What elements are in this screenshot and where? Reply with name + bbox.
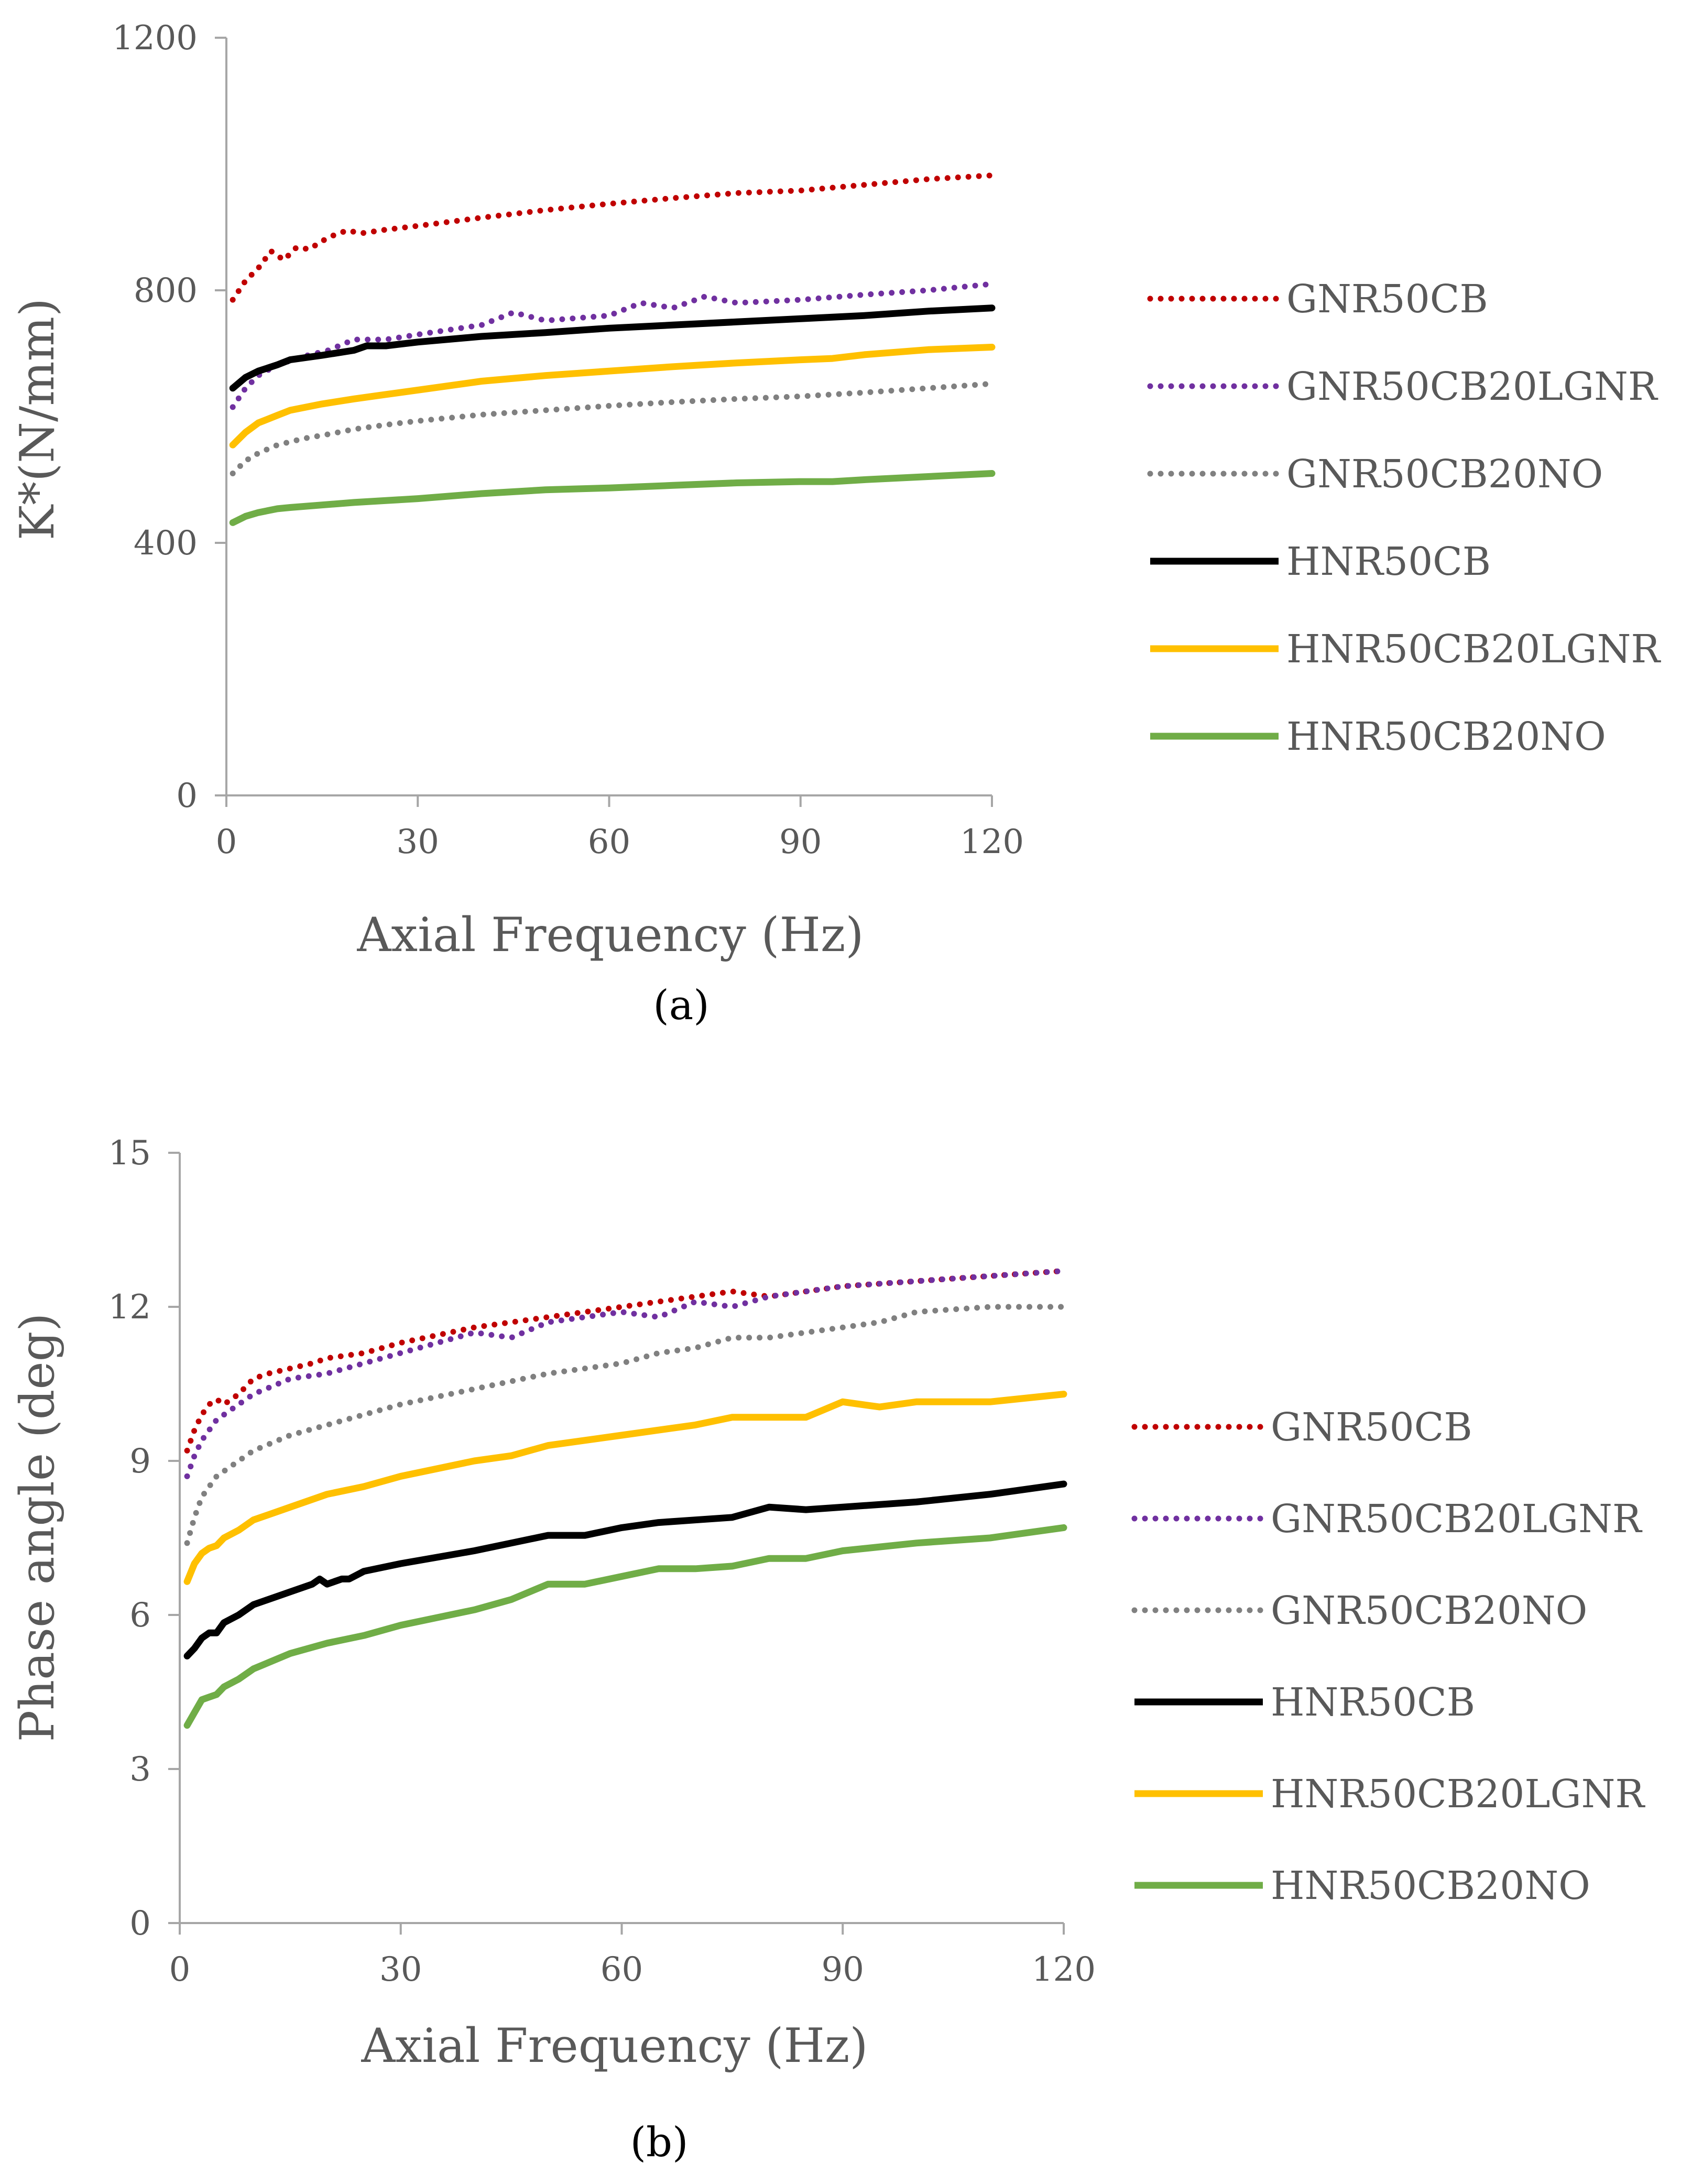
chart-b-legend-label-hnr50cb20lgnr: HNR50CB20LGNR [1271,1772,1645,1817]
chart-a-series-hnr50cb20no [229,470,996,526]
chart-a-series-hnr50cb [229,304,996,392]
chart-a-x-tick-label: 90 [779,823,822,861]
chart-a-legend-label-gnr50cb20no: GNR50CB20NO [1286,452,1603,497]
chart-b-x-tick-label: 30 [379,1950,422,1989]
chart-b-y-tick-label: 6 [129,1596,151,1635]
chart-b-x-tick-label: 60 [601,1950,643,1989]
chart-a-x-axis-label: Axial Frequency (Hz) [356,908,864,963]
chart-b-y-tick-label: 15 [108,1134,151,1173]
chart-b-series-gnr50cb20no [184,1304,1067,1546]
chart-a-series-gnr50cb20no [230,380,995,476]
chart-b-series-gnr50cb20lgnr [184,1268,1067,1479]
chart-b-series-hnr50cb20lgnr [183,1391,1067,1585]
chart-a: 0 400 800 1200 0 30 60 90 120 Axial Frequency (H… [10,19,1661,1029]
chart-a-panel-label: (a) [653,982,709,1029]
chart-a-legend-label-gnr50cb: GNR50CB [1286,277,1488,322]
chart-a-x-tick-label: 0 [216,823,237,861]
chart-b-x-tick-label: 120 [1032,1950,1096,1989]
chart-a-ticks: 0 400 800 1200 0 30 60 90 120 [112,19,1024,861]
chart-a-x-tick-label: 120 [960,823,1024,861]
chart-b-series [183,1268,1067,1729]
chart-a-series-gnr50cb20lgnr [230,281,995,410]
chart-a-series-hnr50cb20lgnr [229,344,996,449]
chart-b-legend-label-hnr50cb: HNR50CB [1271,1680,1475,1725]
chart-b-x-tick-label: 90 [822,1950,864,1989]
chart-b-legend: GNR50CB GNR50CB20LGNR GNR50CB20NO HNR50CB HN… [1131,1405,1645,1908]
chart-a-y-tick-label: 1200 [112,19,198,58]
chart-a-series [229,172,996,526]
chart-b-panel-label: (b) [630,2119,689,2166]
chart-a-y-tick-label: 800 [134,271,198,310]
chart-a-series-gnr50cb [230,172,995,303]
chart-a-y-tick-label: 0 [176,777,198,815]
chart-b-legend-label-gnr50cb20no: GNR50CB20NO [1271,1588,1587,1633]
chart-a-legend-label-hnr50cb20lgnr: HNR50CB20LGNR [1286,627,1661,672]
chart-a-x-tick-label: 60 [588,823,630,861]
chart-b-y-tick-label: 3 [129,1750,151,1789]
chart-b-x-axis-label: Axial Frequency (Hz) [361,2018,868,2073]
chart-b-legend-label-gnr50cb20lgnr: GNR50CB20LGNR [1271,1497,1643,1542]
chart-a-x-tick-label: 30 [397,823,439,861]
chart-a-legend-label-gnr50cb20lgnr: GNR50CB20LGNR [1286,364,1658,409]
chart-b-y-axis-label: Phase angle (deg) [10,1313,65,1742]
chart-a-y-tick-label: 400 [134,524,198,563]
chart-b-y-tick-label: 12 [108,1288,151,1327]
chart-b-series-hnr50cb20no [183,1524,1067,1729]
chart-b-legend-label-hnr50cb20no: HNR50CB20NO [1271,1863,1590,1908]
chart-a-legend-label-hnr50cb20no: HNR50CB20NO [1286,714,1606,759]
chart-a-axes [225,38,992,796]
chart-b-x-tick-label: 0 [169,1950,191,1989]
chart-a-legend-label-hnr50cb: HNR50CB [1286,539,1491,584]
chart-b-y-tick-label: 9 [129,1442,151,1481]
chart-a-y-axis-label: K*(N/mm) [10,298,65,540]
chart-b-series-hnr50cb [183,1480,1067,1659]
chart-a-legend: GNR50CB GNR50CB20LGNR GNR50CB20NO HNR50CB HN… [1147,277,1661,759]
chart-b-y-tick-label: 0 [129,1904,151,1943]
chart-b-axes [179,1153,1064,1924]
chart-b-legend-label-gnr50cb: GNR50CB [1271,1405,1472,1450]
chart-b-ticks: 0 3 6 9 12 15 0 30 60 90 120 [108,1134,1096,1989]
